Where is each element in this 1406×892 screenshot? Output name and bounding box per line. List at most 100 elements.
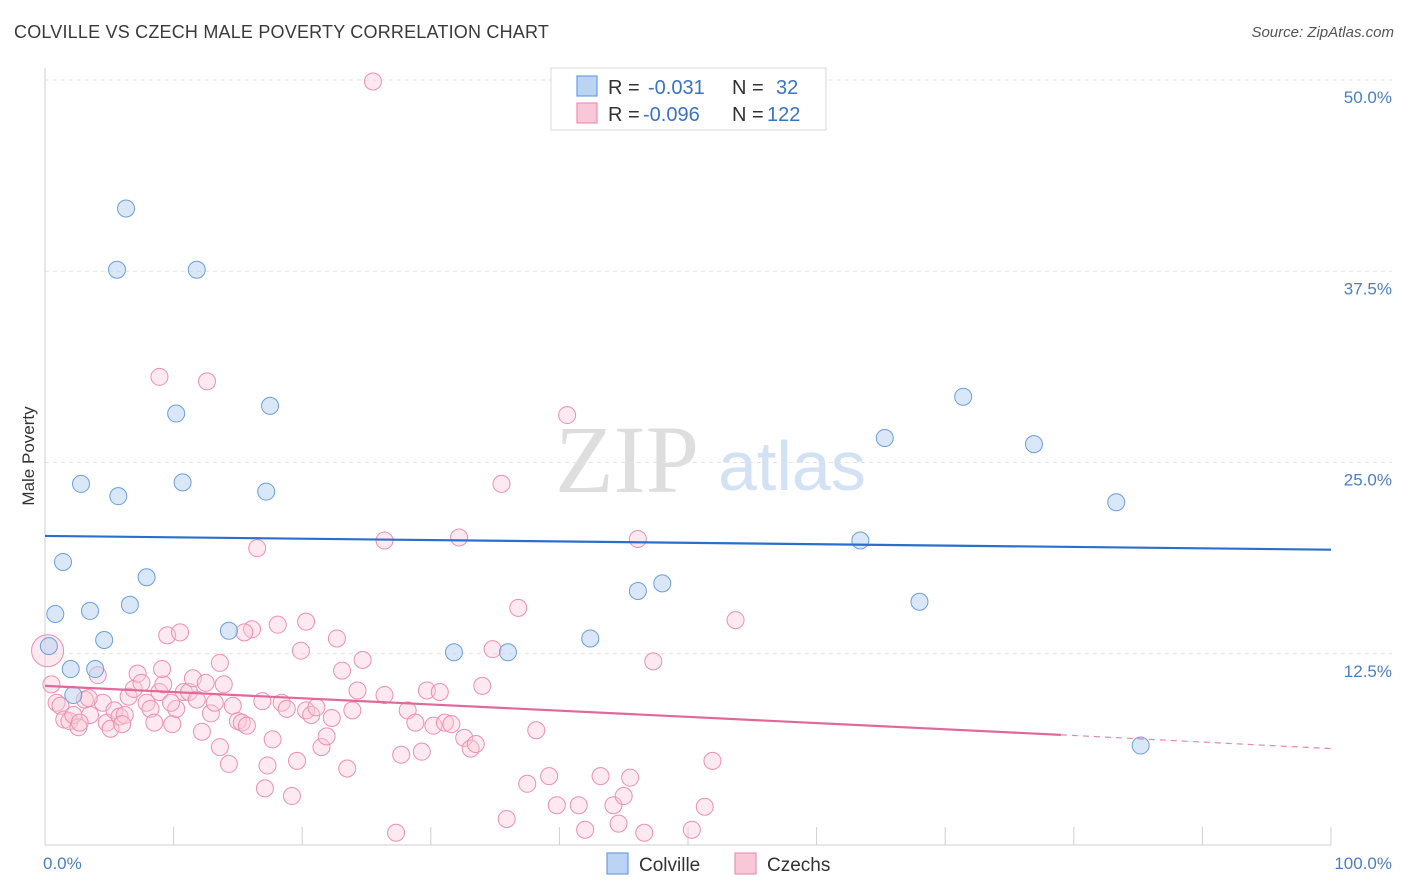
colville-point-13 <box>137 568 156 587</box>
colville-point-0 <box>39 637 58 656</box>
czechs-point-63 <box>333 661 352 680</box>
legend-r-value-2: -0.096 <box>643 104 700 126</box>
axes <box>44 68 1332 846</box>
czechs-point-77 <box>430 683 449 701</box>
czechs-point-80 <box>455 728 474 747</box>
czechs-point-59 <box>312 738 331 757</box>
colville-point-11 <box>117 199 136 218</box>
czechs-point-96 <box>604 796 623 815</box>
czechs-point-79 <box>442 715 461 734</box>
x-tick-label-0: 0.0% <box>43 854 82 873</box>
watermark-atlas: atlas <box>718 427 866 505</box>
x-tick-label-1: 100.0% <box>1334 854 1392 873</box>
y-tick-label-0: 12.5% <box>1344 662 1392 681</box>
czechs-point-65 <box>343 701 362 720</box>
czechs-point-14 <box>105 701 124 720</box>
czechs-point-38 <box>210 653 229 672</box>
czechs-point-48 <box>258 756 277 775</box>
czechs-point-84 <box>483 640 502 659</box>
colville-point-17 <box>219 621 238 640</box>
colville-point-27 <box>910 592 929 611</box>
colville-point-30 <box>1107 493 1126 512</box>
czechs-point-62 <box>327 629 346 648</box>
czechs-point-90 <box>540 767 559 786</box>
czechs-point-83 <box>473 676 492 695</box>
czechs-point-29 <box>171 623 190 642</box>
y-axis-label: Male Poverty <box>19 406 38 506</box>
colville-point-22 <box>581 629 600 648</box>
colville-point-3 <box>61 660 80 679</box>
colville-point-20 <box>444 643 463 662</box>
czechs-point-119 <box>153 660 172 679</box>
colville-point-10 <box>109 487 128 506</box>
colville-point-4 <box>64 686 83 705</box>
trend-line-czechs-2 <box>1060 734 1332 750</box>
czechs-point-25 <box>154 675 173 694</box>
bottom-legend-swatch-colville <box>606 852 629 875</box>
czechs-point-82 <box>466 735 485 754</box>
trend-line-czechs-1 <box>44 684 1061 736</box>
czechs-point-22 <box>141 699 160 718</box>
legend: R = -0.031 N = 32 R = -0.096 N = 122 <box>550 67 827 131</box>
colville-point-24 <box>653 574 672 593</box>
czechs-point-86 <box>497 809 516 828</box>
legend-swatch-czechs <box>576 102 598 124</box>
colville-point-5 <box>72 474 91 493</box>
colville-point-12 <box>120 595 139 614</box>
colville-point-1 <box>46 604 65 623</box>
colville-point-29 <box>1024 435 1043 454</box>
colville-point-6 <box>81 601 100 620</box>
czechs-point-35 <box>196 673 215 692</box>
czechs-point-99 <box>621 768 640 787</box>
czechs-point-66 <box>348 681 367 700</box>
colville-point-2 <box>54 552 73 571</box>
czechs-point-71 <box>392 745 411 764</box>
czechs-point-36 <box>201 704 220 723</box>
y-tick-label-1: 25.0% <box>1344 471 1392 490</box>
y-tick-label-2: 37.5% <box>1344 279 1392 298</box>
bottom-legend-swatch-czechs <box>734 852 757 875</box>
czechs-point-39 <box>214 675 233 694</box>
legend-r-label-1: R = <box>608 77 640 99</box>
colville-point-25 <box>851 531 870 550</box>
czechs-point-115 <box>210 738 229 757</box>
legend-n-label-1: N = <box>732 77 764 99</box>
czechs-point-28 <box>167 699 186 718</box>
czechs-point-117 <box>255 779 274 798</box>
czechs-point-68 <box>363 72 382 91</box>
czechs-point-50 <box>268 615 287 634</box>
czechs-point-1 <box>42 675 61 694</box>
czechs-point-23 <box>145 713 164 732</box>
czechs-point-95 <box>591 767 610 786</box>
grid-lines <box>45 79 1392 655</box>
colville-point-28 <box>954 387 973 406</box>
czechs-point-52 <box>277 699 296 718</box>
czechs-point-98 <box>614 787 633 806</box>
czechs-point-107 <box>150 367 169 386</box>
czechs-point-88 <box>518 774 537 793</box>
czechs-point-34 <box>192 722 211 741</box>
trend-line-colville-0 <box>44 534 1332 551</box>
colville-point-23 <box>628 582 647 601</box>
czechs-point-43 <box>232 713 251 732</box>
czechs-point-19 <box>128 664 147 683</box>
czechs-point-53 <box>282 787 301 806</box>
colville-point-31 <box>1131 736 1150 755</box>
colville-point-8 <box>95 630 114 649</box>
czechs-point-74 <box>412 742 431 761</box>
czechs-point-41 <box>223 696 242 715</box>
czechs-point-85 <box>492 474 511 493</box>
czechs-point-44 <box>237 716 256 735</box>
czechs-point-109 <box>450 528 469 547</box>
tick-labels: 12.5% 25.0% 37.5% 50.0% 0.0% 100.0% <box>43 88 1392 873</box>
watermark-zip: ZIP <box>555 406 699 513</box>
bottom-legend-colville: Colville <box>639 855 700 876</box>
czechs-point-54 <box>288 751 307 770</box>
chart-title: COLVILLE VS CZECH MALE POVERTY CORRELATI… <box>14 22 550 42</box>
czechs-point-76 <box>424 716 443 735</box>
czechs-point-101 <box>635 823 654 842</box>
czechs-point-37 <box>205 693 224 712</box>
czechs-point-103 <box>682 820 701 839</box>
czechs-point-64 <box>338 759 357 778</box>
